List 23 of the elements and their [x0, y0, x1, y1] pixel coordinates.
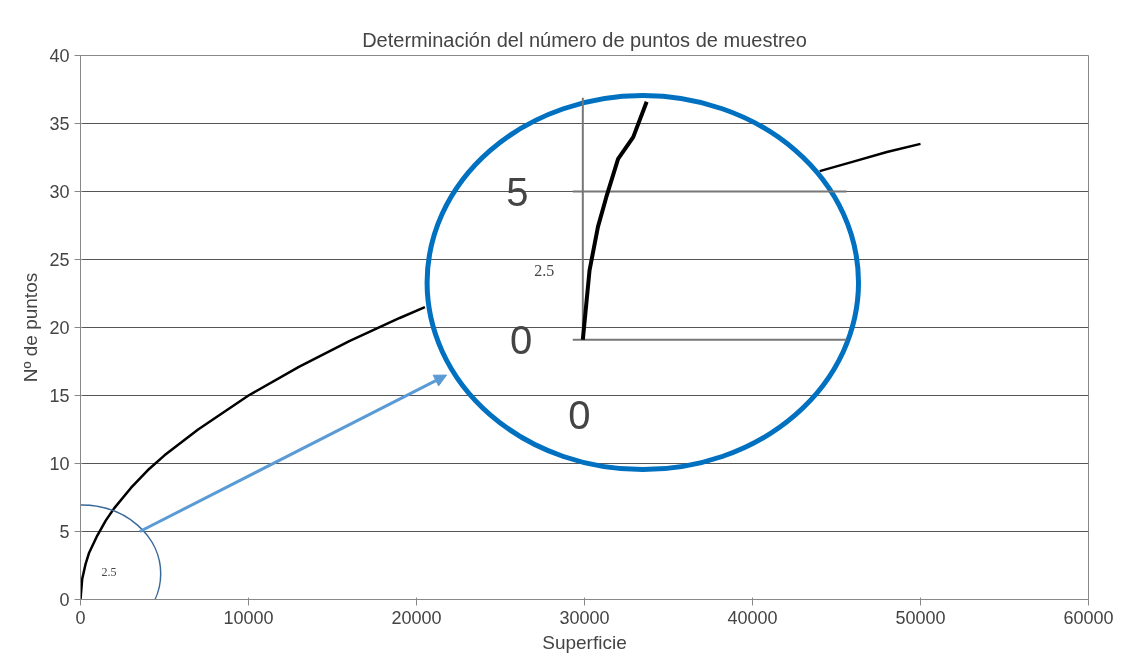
y-axis-title: Nº de puntos	[20, 272, 42, 383]
y-tick-label: 35	[49, 114, 70, 134]
y-tick-label: 20	[49, 318, 70, 338]
annotation: 0	[568, 392, 591, 437]
x-axis-title: Superficie	[542, 631, 627, 653]
y-tick-label: 40	[49, 46, 70, 66]
annotation: 0	[510, 317, 533, 362]
y-tick-label: 10	[49, 454, 70, 474]
x-tick-label: 0	[75, 607, 86, 628]
annotation: 2.5	[101, 565, 117, 580]
y-tick-label: 25	[49, 250, 70, 270]
x-tick-label: 60000	[1063, 607, 1114, 628]
x-tick-label: 10000	[223, 607, 274, 628]
y-tick-label: 30	[49, 182, 70, 202]
x-tick-label: 40000	[727, 607, 778, 628]
y-tick-label: 15	[49, 386, 70, 406]
y-tick-label: 5	[59, 522, 70, 542]
x-tick-label: 20000	[391, 607, 442, 628]
y-tick-label: 0	[59, 590, 70, 610]
annotation: 2.5	[534, 261, 555, 279]
x-tick-label: 30000	[559, 607, 610, 628]
x-tick-label: 50000	[895, 607, 946, 628]
chart-title: Determinación del número de puntos de muestreo	[362, 28, 807, 51]
